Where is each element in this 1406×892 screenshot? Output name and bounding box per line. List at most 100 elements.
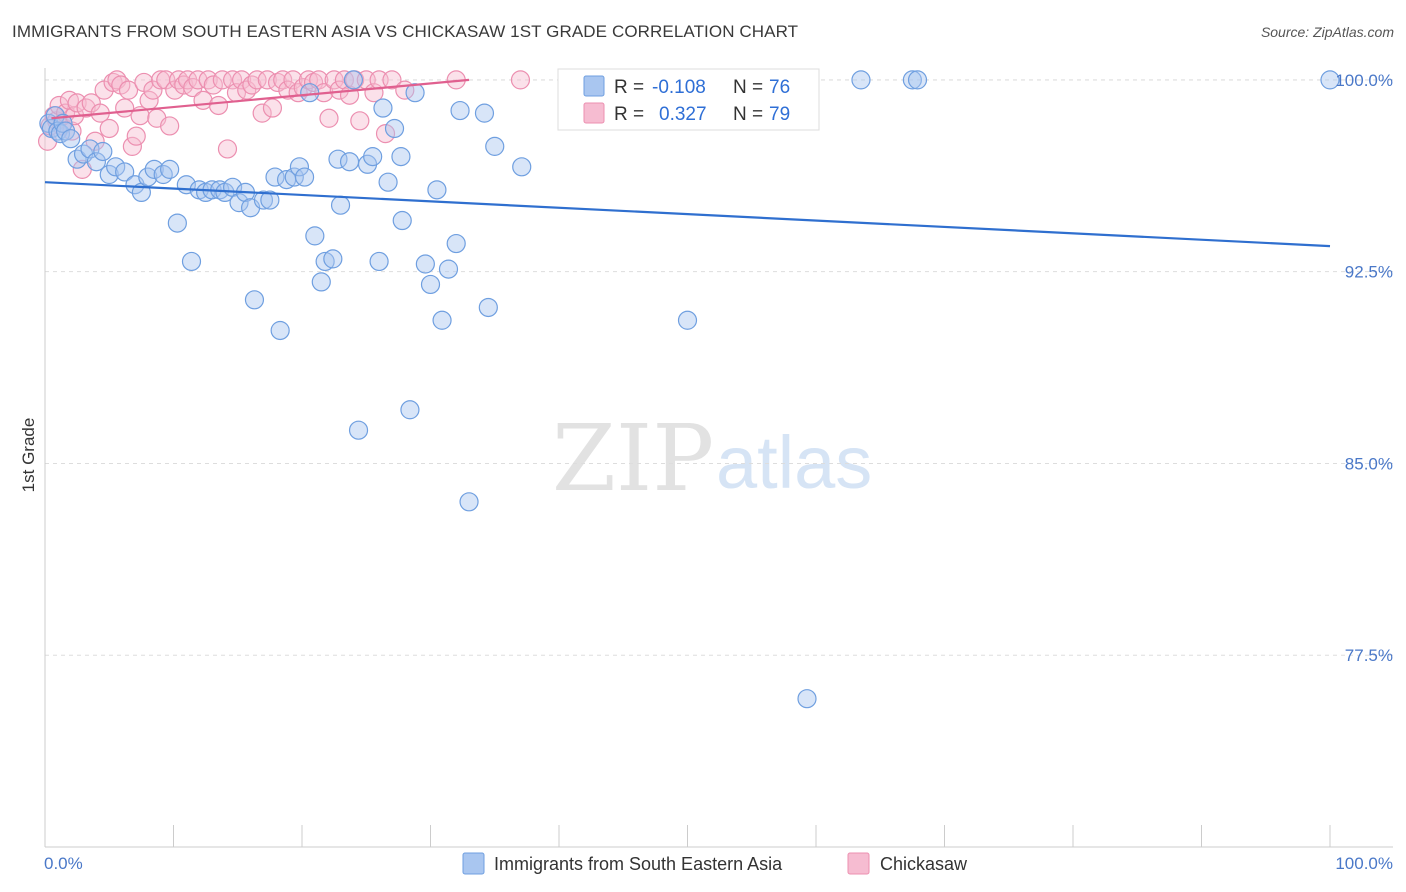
sea-point [53, 113, 73, 133]
sea-point [244, 290, 265, 310]
series-legend-swatch-blue [462, 852, 485, 875]
y-tick-label: 85.0% [1345, 454, 1393, 473]
sea-point [144, 159, 164, 179]
chickasaw-trend-line [51, 78, 470, 120]
legend-r-label-pink: R = [614, 104, 644, 125]
sea-point [260, 190, 280, 210]
sea-point [138, 167, 158, 187]
sea-point [315, 251, 335, 272]
sea-point [323, 249, 343, 269]
sea-point [305, 226, 325, 246]
chickasaw-point [247, 70, 267, 90]
chickasaw-point [288, 83, 308, 103]
sea-point [265, 167, 285, 187]
chickasaw-point [350, 111, 370, 131]
axes [44, 68, 1393, 848]
chickasaw-point [203, 75, 223, 95]
chickasaw-point [237, 80, 257, 100]
sea-point [167, 213, 187, 233]
sea-point [270, 320, 290, 341]
chickasaw-point [198, 70, 218, 90]
chickasaw-points [37, 70, 531, 179]
sea-point [405, 83, 425, 103]
chickasaw-point [126, 126, 146, 146]
sea-point [99, 164, 119, 185]
sea-point [289, 157, 310, 177]
legend-n-label-blue: N = [733, 77, 763, 98]
sea-point [106, 157, 126, 177]
series-legend-swatch-pink [847, 852, 870, 875]
sea-point [432, 310, 452, 330]
sea-point [378, 172, 398, 192]
sea-point [1320, 70, 1340, 90]
chickasaw-point [252, 103, 272, 123]
sea-point [339, 152, 360, 172]
chickasaw-point [283, 70, 303, 90]
sea-point [459, 492, 479, 512]
sea-point [343, 70, 363, 90]
sea-point [392, 210, 412, 231]
sea-point [450, 100, 470, 121]
chickasaw-point [273, 70, 293, 90]
chickasaw-point [375, 123, 396, 144]
x-tick-label-min: 0.0% [44, 854, 83, 873]
chickasaw-point [242, 75, 262, 95]
sea-point [797, 689, 817, 709]
series-legend: Immigrants from South Eastern Asia Chick… [462, 852, 968, 875]
chickasaw-point [303, 72, 324, 93]
sea-point [45, 106, 65, 126]
chickasaw-point [267, 72, 288, 93]
chickasaw-point [160, 116, 180, 136]
sea-point [512, 157, 532, 177]
sea-point [851, 70, 871, 90]
sea-point [902, 70, 922, 90]
chickasaw-point [319, 108, 339, 128]
stats-legend: R = -0.108 N = 76 R = 0.327 N = 79 [557, 68, 820, 131]
sea-point [67, 149, 87, 169]
sea-point [485, 136, 505, 156]
sea-point [391, 147, 411, 167]
legend-r-value-blue: -0.108 [652, 77, 706, 98]
chickasaw-point [99, 118, 119, 139]
y-tick-label: 77.5% [1345, 646, 1393, 665]
sea-point [677, 310, 698, 330]
sea-point [474, 103, 495, 123]
legend-n-value-blue: 76 [769, 77, 790, 98]
sea-point [300, 83, 320, 103]
sea-point [384, 118, 405, 139]
chickasaw-point [262, 98, 283, 118]
sea-trend-line [44, 181, 1331, 248]
sea-point [427, 180, 447, 200]
chickasaw-point [212, 70, 232, 90]
sea-point [400, 400, 420, 420]
sea-point [229, 193, 249, 213]
y-tick-label: 100.0% [1335, 71, 1393, 90]
trend-lines [44, 78, 1331, 248]
sea-point [420, 274, 441, 295]
chickasaw-point [382, 70, 402, 90]
y-axis-title: 1st Grade [19, 418, 38, 493]
y-tick-label: 92.5% [1345, 263, 1393, 282]
chart-title: IMMIGRANTS FROM SOUTH EASTERN ASIA VS CH… [12, 22, 799, 41]
legend-n-label-pink: N = [733, 104, 763, 125]
legend-swatch-blue [583, 75, 605, 97]
sea-point [160, 159, 180, 179]
sea-point [348, 420, 369, 440]
chart-source: Source: ZipAtlas.com [1260, 24, 1394, 40]
sea-point [478, 297, 498, 318]
sea-point [415, 254, 435, 274]
chickasaw-point [324, 70, 344, 90]
sea-point [373, 98, 393, 118]
sea-point [330, 195, 351, 215]
sea-point [181, 251, 202, 272]
chickasaw-point [188, 70, 208, 90]
chickasaw-point [208, 95, 229, 116]
chickasaw-point [510, 70, 531, 90]
chickasaw-point [67, 93, 87, 113]
y-tick-labels: 77.5% 85.0% 92.5% 100.0% [1335, 71, 1393, 665]
chickasaw-point [76, 98, 96, 118]
sea-point [284, 167, 304, 187]
legend-n-value-pink: 79 [769, 104, 790, 125]
chickasaw-point [217, 139, 238, 159]
sea-point [86, 152, 107, 172]
